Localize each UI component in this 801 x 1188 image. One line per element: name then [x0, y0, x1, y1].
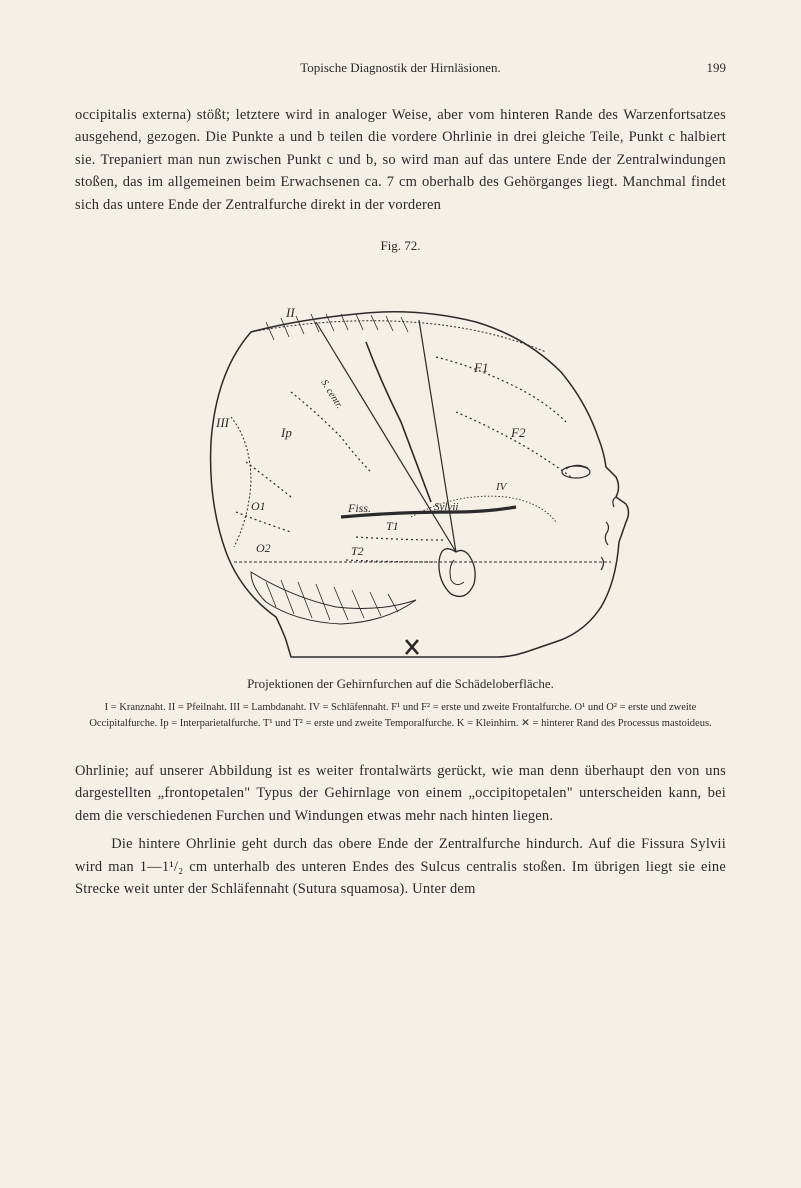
page-number: 199 [676, 60, 726, 76]
label-Sylvii: Sylvii [434, 501, 458, 513]
page-header: Topische Diagnostik der Hirnläsionen. 19… [75, 60, 726, 76]
running-title: Topische Diagnostik der Hirnläsionen. [125, 60, 676, 76]
figure-container: II III IV F1 F2 Ip O1 O2 T1 T2 Fiss. Syl… [75, 262, 726, 662]
label-Ip: Ip [280, 425, 292, 440]
label-Fiss: Fiss. [347, 501, 371, 515]
label-T2: T2 [351, 544, 364, 558]
label-F1: F1 [473, 360, 488, 375]
label-roman-IV: IV [495, 481, 508, 493]
label-F2: F2 [510, 425, 526, 440]
label-roman-III: III [215, 415, 230, 430]
figure-label: Fig. 72. [75, 238, 726, 254]
figure-caption-title: Projektionen der Gehirnfurchen auf die S… [75, 676, 726, 692]
label-S-centr: S. centr. [318, 378, 344, 411]
paragraph-1: occipitalis externa) stößt; letztere wir… [75, 104, 726, 216]
label-O2: O2 [256, 541, 271, 555]
paragraph-2: Ohrlinie; auf unserer Abbildung ist es w… [75, 760, 726, 827]
paragraph-3: Die hintere Ohrlinie geht durch das ober… [75, 833, 726, 900]
label-roman-II: II [285, 305, 295, 320]
brain-diagram: II III IV F1 F2 Ip O1 O2 T1 T2 Fiss. Syl… [156, 262, 646, 662]
label-O1: O1 [251, 499, 266, 513]
figure-caption-details: I = Kranznaht. II = Pfeilnaht. III = Lam… [75, 700, 726, 732]
label-T1: T1 [386, 519, 399, 533]
